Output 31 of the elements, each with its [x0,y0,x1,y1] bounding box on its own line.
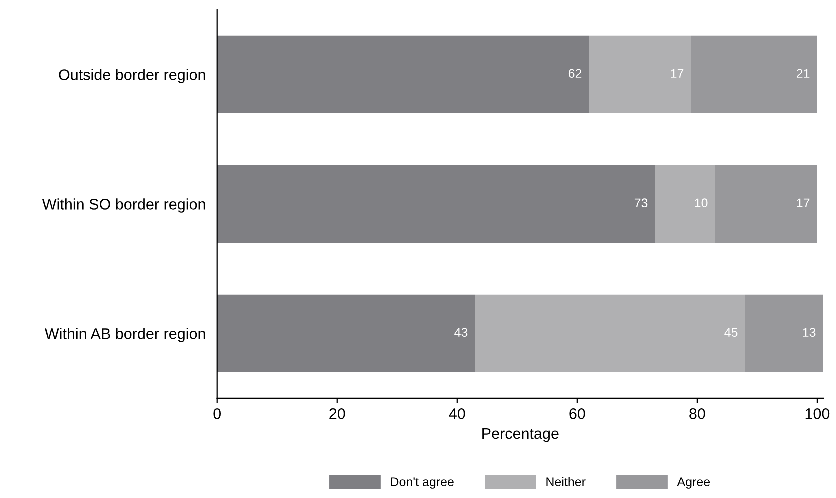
data-label: 17 [797,198,810,208]
x-axis-title: Percentage [482,428,559,442]
bar [475,294,746,373]
data-label: 13 [803,328,816,338]
data-label: 21 [796,69,810,78]
bar [745,294,824,373]
y-tick-label: Within AB border region [44,328,206,342]
y-tick-label: Outside border region [59,69,206,84]
bar [691,36,818,114]
bar [217,36,590,114]
data-label: 73 [634,198,648,208]
legend-label: Don't agree [391,478,454,489]
x-tick-label: 40 [449,408,466,420]
data-label: 62 [568,69,582,78]
bar [217,294,476,373]
bar [655,165,716,244]
data-label: 17 [671,69,684,78]
x-tick-label: 20 [330,408,346,420]
x-tick-label: 80 [690,408,706,420]
y-tick-label: Within SO border region [42,198,206,213]
x-tick-label: 0 [214,408,222,420]
legend-label: Agree [677,478,710,489]
data-label: 43 [454,328,468,338]
bar [589,36,692,114]
data-label: 10 [695,198,708,208]
bar [715,165,818,244]
x-tick-label: 60 [570,408,586,420]
data-label: 45 [724,328,738,338]
x-tick-label: 100 [806,408,830,420]
legend-label: Neither [546,477,586,486]
bar [217,165,656,244]
